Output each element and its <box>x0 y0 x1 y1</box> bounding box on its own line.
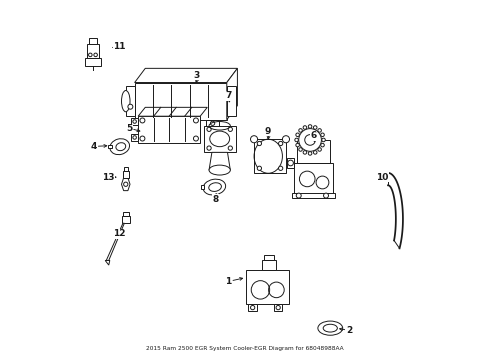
Circle shape <box>193 118 198 123</box>
Polygon shape <box>226 68 237 120</box>
Bar <box>254 139 285 173</box>
Text: 5: 5 <box>126 124 132 133</box>
Bar <box>122 171 128 178</box>
Circle shape <box>257 166 261 170</box>
Bar <box>203 126 235 152</box>
Text: 7: 7 <box>225 91 231 100</box>
Circle shape <box>140 136 144 141</box>
Circle shape <box>320 143 324 147</box>
Polygon shape <box>273 304 282 311</box>
Text: 8: 8 <box>212 195 218 204</box>
Polygon shape <box>248 304 256 311</box>
Circle shape <box>313 150 316 154</box>
Text: 3: 3 <box>193 71 200 80</box>
Bar <box>86 44 99 58</box>
Bar <box>122 216 130 223</box>
Circle shape <box>317 148 321 151</box>
Polygon shape <box>209 152 230 170</box>
Circle shape <box>193 136 198 141</box>
Polygon shape <box>105 260 110 265</box>
Circle shape <box>278 141 282 145</box>
Circle shape <box>250 136 257 143</box>
Circle shape <box>140 118 144 123</box>
Bar <box>246 270 288 304</box>
Polygon shape <box>125 86 134 116</box>
Circle shape <box>303 150 306 154</box>
Bar <box>85 58 101 66</box>
Circle shape <box>298 129 302 132</box>
Ellipse shape <box>209 165 230 175</box>
Circle shape <box>282 136 289 143</box>
Bar <box>88 38 97 44</box>
Circle shape <box>128 104 133 109</box>
Circle shape <box>94 53 97 57</box>
Polygon shape <box>138 107 207 116</box>
Circle shape <box>317 129 321 132</box>
Circle shape <box>210 121 214 125</box>
Text: 12: 12 <box>113 229 126 238</box>
Bar <box>292 193 334 198</box>
Circle shape <box>88 53 92 57</box>
Text: 6: 6 <box>310 131 316 140</box>
Circle shape <box>133 120 136 123</box>
Text: 13: 13 <box>102 173 114 182</box>
Polygon shape <box>131 134 138 141</box>
Circle shape <box>303 126 306 129</box>
Circle shape <box>133 136 136 139</box>
Bar <box>262 260 275 270</box>
Bar <box>293 163 332 195</box>
Ellipse shape <box>317 321 342 335</box>
Polygon shape <box>131 118 138 125</box>
Circle shape <box>307 152 311 155</box>
Circle shape <box>321 138 325 142</box>
Circle shape <box>295 143 299 147</box>
Circle shape <box>298 129 321 151</box>
Circle shape <box>228 127 232 131</box>
Polygon shape <box>226 86 235 116</box>
Circle shape <box>323 193 328 198</box>
Circle shape <box>307 125 311 128</box>
Text: 11: 11 <box>113 41 126 50</box>
Circle shape <box>294 138 298 142</box>
Text: 10: 10 <box>375 173 387 182</box>
Polygon shape <box>134 68 237 82</box>
Circle shape <box>228 146 232 150</box>
Polygon shape <box>286 158 293 168</box>
Circle shape <box>313 126 316 129</box>
Text: 2015 Ram 2500 EGR System Cooler-EGR Diagram for 68048988AA: 2015 Ram 2500 EGR System Cooler-EGR Diag… <box>145 346 343 351</box>
Text: 9: 9 <box>264 127 270 136</box>
Circle shape <box>296 193 301 198</box>
Circle shape <box>146 121 151 125</box>
Circle shape <box>295 133 299 136</box>
Circle shape <box>257 141 261 145</box>
Bar <box>201 185 204 189</box>
Circle shape <box>206 146 211 150</box>
Polygon shape <box>121 178 130 191</box>
Circle shape <box>206 127 211 131</box>
Polygon shape <box>142 120 155 127</box>
Circle shape <box>278 166 282 170</box>
Bar <box>296 140 329 163</box>
Bar <box>264 255 273 260</box>
Circle shape <box>298 148 302 151</box>
Bar <box>138 116 200 143</box>
Ellipse shape <box>121 90 130 112</box>
Ellipse shape <box>110 139 129 155</box>
Text: 4: 4 <box>90 142 97 151</box>
Bar <box>124 167 127 171</box>
Text: 1: 1 <box>225 276 231 285</box>
Bar <box>134 82 226 120</box>
Circle shape <box>320 133 324 136</box>
Polygon shape <box>106 223 124 260</box>
Bar <box>108 145 112 148</box>
Text: 2: 2 <box>345 326 351 335</box>
Polygon shape <box>206 120 219 127</box>
Ellipse shape <box>203 179 225 195</box>
Bar <box>123 212 129 216</box>
